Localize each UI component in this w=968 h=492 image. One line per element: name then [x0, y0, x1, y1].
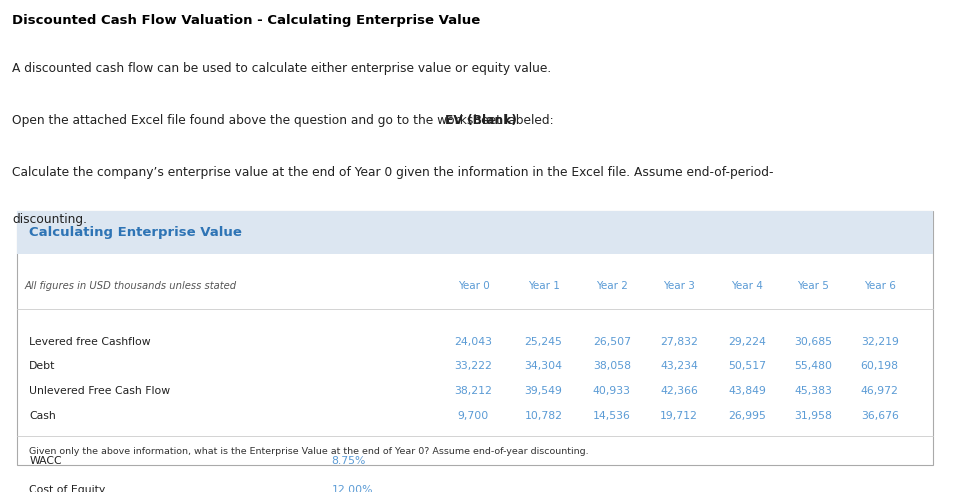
Text: 38,058: 38,058	[592, 362, 631, 371]
Text: discounting.: discounting.	[13, 214, 87, 226]
Text: 40,933: 40,933	[592, 386, 631, 396]
Text: 19,712: 19,712	[660, 411, 698, 421]
Text: Debt: Debt	[29, 362, 56, 371]
Text: 24,043: 24,043	[454, 337, 493, 347]
Text: 33,222: 33,222	[455, 362, 493, 371]
Text: WACC: WACC	[29, 456, 62, 466]
Text: 8.75%: 8.75%	[331, 456, 366, 466]
Text: 45,383: 45,383	[795, 386, 832, 396]
Text: 34,304: 34,304	[525, 362, 562, 371]
Text: 10,782: 10,782	[525, 411, 562, 421]
Text: Calculating Enterprise Value: Calculating Enterprise Value	[29, 226, 242, 239]
Text: Cash: Cash	[29, 411, 56, 421]
Text: Cost of Equity: Cost of Equity	[29, 485, 106, 492]
Text: 39,549: 39,549	[525, 386, 562, 396]
Text: 14,536: 14,536	[592, 411, 631, 421]
Text: 46,972: 46,972	[861, 386, 898, 396]
Text: Given only the above information, what is the Enterprise Value at the end of Yea: Given only the above information, what i…	[29, 447, 589, 456]
Text: 36,676: 36,676	[861, 411, 898, 421]
Text: Year 0: Year 0	[458, 281, 490, 291]
Text: Calculate the company’s enterprise value at the end of Year 0 given the informat: Calculate the company’s enterprise value…	[13, 166, 773, 179]
Text: 50,517: 50,517	[728, 362, 766, 371]
FancyBboxPatch shape	[17, 211, 933, 464]
FancyBboxPatch shape	[17, 211, 933, 254]
Text: Discounted Cash Flow Valuation - Calculating Enterprise Value: Discounted Cash Flow Valuation - Calcula…	[13, 14, 480, 27]
Text: 31,958: 31,958	[795, 411, 832, 421]
Text: Year 1: Year 1	[528, 281, 560, 291]
Text: 43,234: 43,234	[660, 362, 698, 371]
Text: 30,685: 30,685	[795, 337, 832, 347]
Text: 60,198: 60,198	[861, 362, 898, 371]
Text: 27,832: 27,832	[660, 337, 698, 347]
Text: 12.00%: 12.00%	[331, 485, 373, 492]
Text: Year 2: Year 2	[595, 281, 627, 291]
Text: 32,219: 32,219	[861, 337, 898, 347]
Text: Year 4: Year 4	[731, 281, 763, 291]
Text: 55,480: 55,480	[795, 362, 832, 371]
Text: Year 6: Year 6	[863, 281, 895, 291]
Text: A discounted cash flow can be used to calculate either enterprise value or equit: A discounted cash flow can be used to ca…	[13, 62, 552, 75]
Text: 29,224: 29,224	[728, 337, 766, 347]
Text: EV (Blank): EV (Blank)	[445, 114, 517, 127]
Text: 26,507: 26,507	[592, 337, 631, 347]
Text: 9,700: 9,700	[458, 411, 489, 421]
Text: 38,212: 38,212	[455, 386, 493, 396]
Text: Unlevered Free Cash Flow: Unlevered Free Cash Flow	[29, 386, 170, 396]
Text: Year 3: Year 3	[663, 281, 695, 291]
Text: All figures in USD thousands unless stated: All figures in USD thousands unless stat…	[24, 281, 237, 291]
Text: Year 5: Year 5	[798, 281, 830, 291]
Text: 42,366: 42,366	[660, 386, 698, 396]
Text: Open the attached Excel file found above the question and go to the worksheet la: Open the attached Excel file found above…	[13, 114, 558, 127]
Text: 43,849: 43,849	[728, 386, 766, 396]
Text: 25,245: 25,245	[525, 337, 562, 347]
Text: 26,995: 26,995	[728, 411, 766, 421]
Text: Levered free Cashflow: Levered free Cashflow	[29, 337, 151, 347]
